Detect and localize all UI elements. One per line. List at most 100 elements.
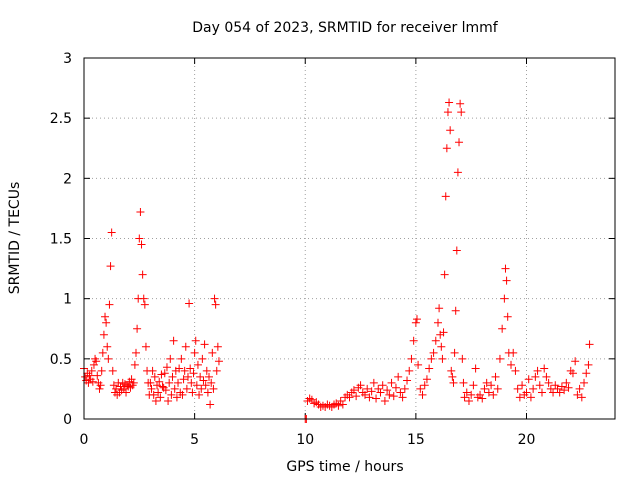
- data-point: [568, 369, 577, 378]
- data-point: [376, 388, 385, 397]
- data-point: [441, 192, 450, 201]
- data-point: [394, 372, 403, 381]
- data-point: [207, 378, 216, 387]
- data-point: [158, 382, 167, 391]
- data-point: [412, 315, 421, 324]
- data-point: [542, 372, 551, 381]
- data-point: [584, 360, 593, 369]
- data-point: [197, 384, 206, 393]
- data-point: [360, 390, 369, 399]
- data-point: [443, 108, 452, 117]
- data-point: [177, 354, 186, 363]
- data-point: [385, 390, 394, 399]
- data-point: [458, 354, 467, 363]
- data-point: [400, 384, 409, 393]
- data-point: [544, 378, 553, 387]
- data-point: [160, 369, 169, 378]
- data-point: [445, 98, 454, 107]
- data-point: [537, 388, 546, 397]
- data-point: [535, 381, 544, 390]
- data-point: [455, 138, 464, 147]
- data-point: [564, 383, 573, 392]
- data-point: [429, 348, 438, 357]
- data-point: [334, 401, 343, 410]
- y-tick-label: 1: [63, 292, 72, 308]
- data-point: [196, 372, 205, 381]
- data-point: [206, 400, 215, 409]
- data-point: [104, 354, 113, 363]
- data-point: [418, 390, 427, 399]
- data-point: [112, 384, 121, 393]
- data-point: [484, 388, 493, 397]
- data-point: [511, 366, 520, 375]
- data-point: [202, 366, 211, 375]
- data-point: [107, 228, 116, 237]
- data-point: [130, 360, 139, 369]
- data-point: [560, 386, 569, 395]
- data-point: [502, 276, 511, 285]
- data-point: [141, 342, 150, 351]
- x-tick-label: 10: [296, 432, 314, 448]
- data-point: [182, 384, 191, 393]
- data-point: [500, 294, 509, 303]
- data-point: [453, 168, 462, 177]
- data-point: [167, 390, 176, 399]
- data-point: [209, 384, 218, 393]
- data-point: [211, 300, 220, 309]
- data-point: [161, 386, 170, 395]
- data-point: [509, 348, 518, 357]
- y-tick-label: 0: [63, 412, 72, 428]
- data-point: [451, 306, 460, 315]
- data-point: [447, 366, 456, 375]
- data-point: [168, 372, 177, 381]
- y-tick-label: 2: [63, 171, 72, 187]
- data-point: [201, 381, 210, 390]
- data-point: [85, 371, 94, 380]
- data-point: [138, 270, 147, 279]
- data-point: [99, 330, 108, 339]
- y-tick-label: 1.5: [50, 232, 72, 248]
- data-point: [372, 394, 381, 403]
- data-point: [96, 381, 105, 390]
- data-point: [503, 312, 512, 321]
- data-point: [89, 360, 98, 369]
- data-point: [195, 390, 204, 399]
- data-point: [482, 378, 491, 387]
- data-point: [191, 336, 200, 345]
- data-point: [491, 372, 500, 381]
- data-point: [186, 364, 195, 373]
- data-point: [489, 390, 498, 399]
- data-point: [405, 366, 414, 375]
- data-point: [478, 394, 487, 403]
- data-point: [411, 318, 420, 327]
- data-point: [180, 366, 189, 375]
- data-point: [88, 377, 97, 386]
- data-point: [403, 376, 412, 385]
- data-point: [147, 384, 156, 393]
- data-point: [585, 340, 594, 349]
- data-point: [442, 144, 451, 153]
- data-point: [192, 381, 201, 390]
- data-point: [414, 360, 423, 369]
- data-point: [179, 375, 188, 384]
- data-point: [439, 328, 448, 337]
- y-axis-title: SRMTID / TECUs: [7, 182, 23, 295]
- data-point: [139, 294, 148, 303]
- data-point: [449, 378, 458, 387]
- data-point: [156, 393, 165, 402]
- data-point: [183, 372, 192, 381]
- data-point: [452, 246, 461, 255]
- data-point: [427, 354, 436, 363]
- data-point: [460, 393, 469, 402]
- data-point: [198, 354, 207, 363]
- data-point: [531, 372, 540, 381]
- data-point: [199, 376, 208, 385]
- data-point: [106, 262, 115, 271]
- data-point: [103, 342, 112, 351]
- data-point: [129, 378, 138, 387]
- data-point: [459, 378, 468, 387]
- data-point: [136, 208, 145, 217]
- data-point: [203, 388, 212, 397]
- data-point: [150, 372, 159, 381]
